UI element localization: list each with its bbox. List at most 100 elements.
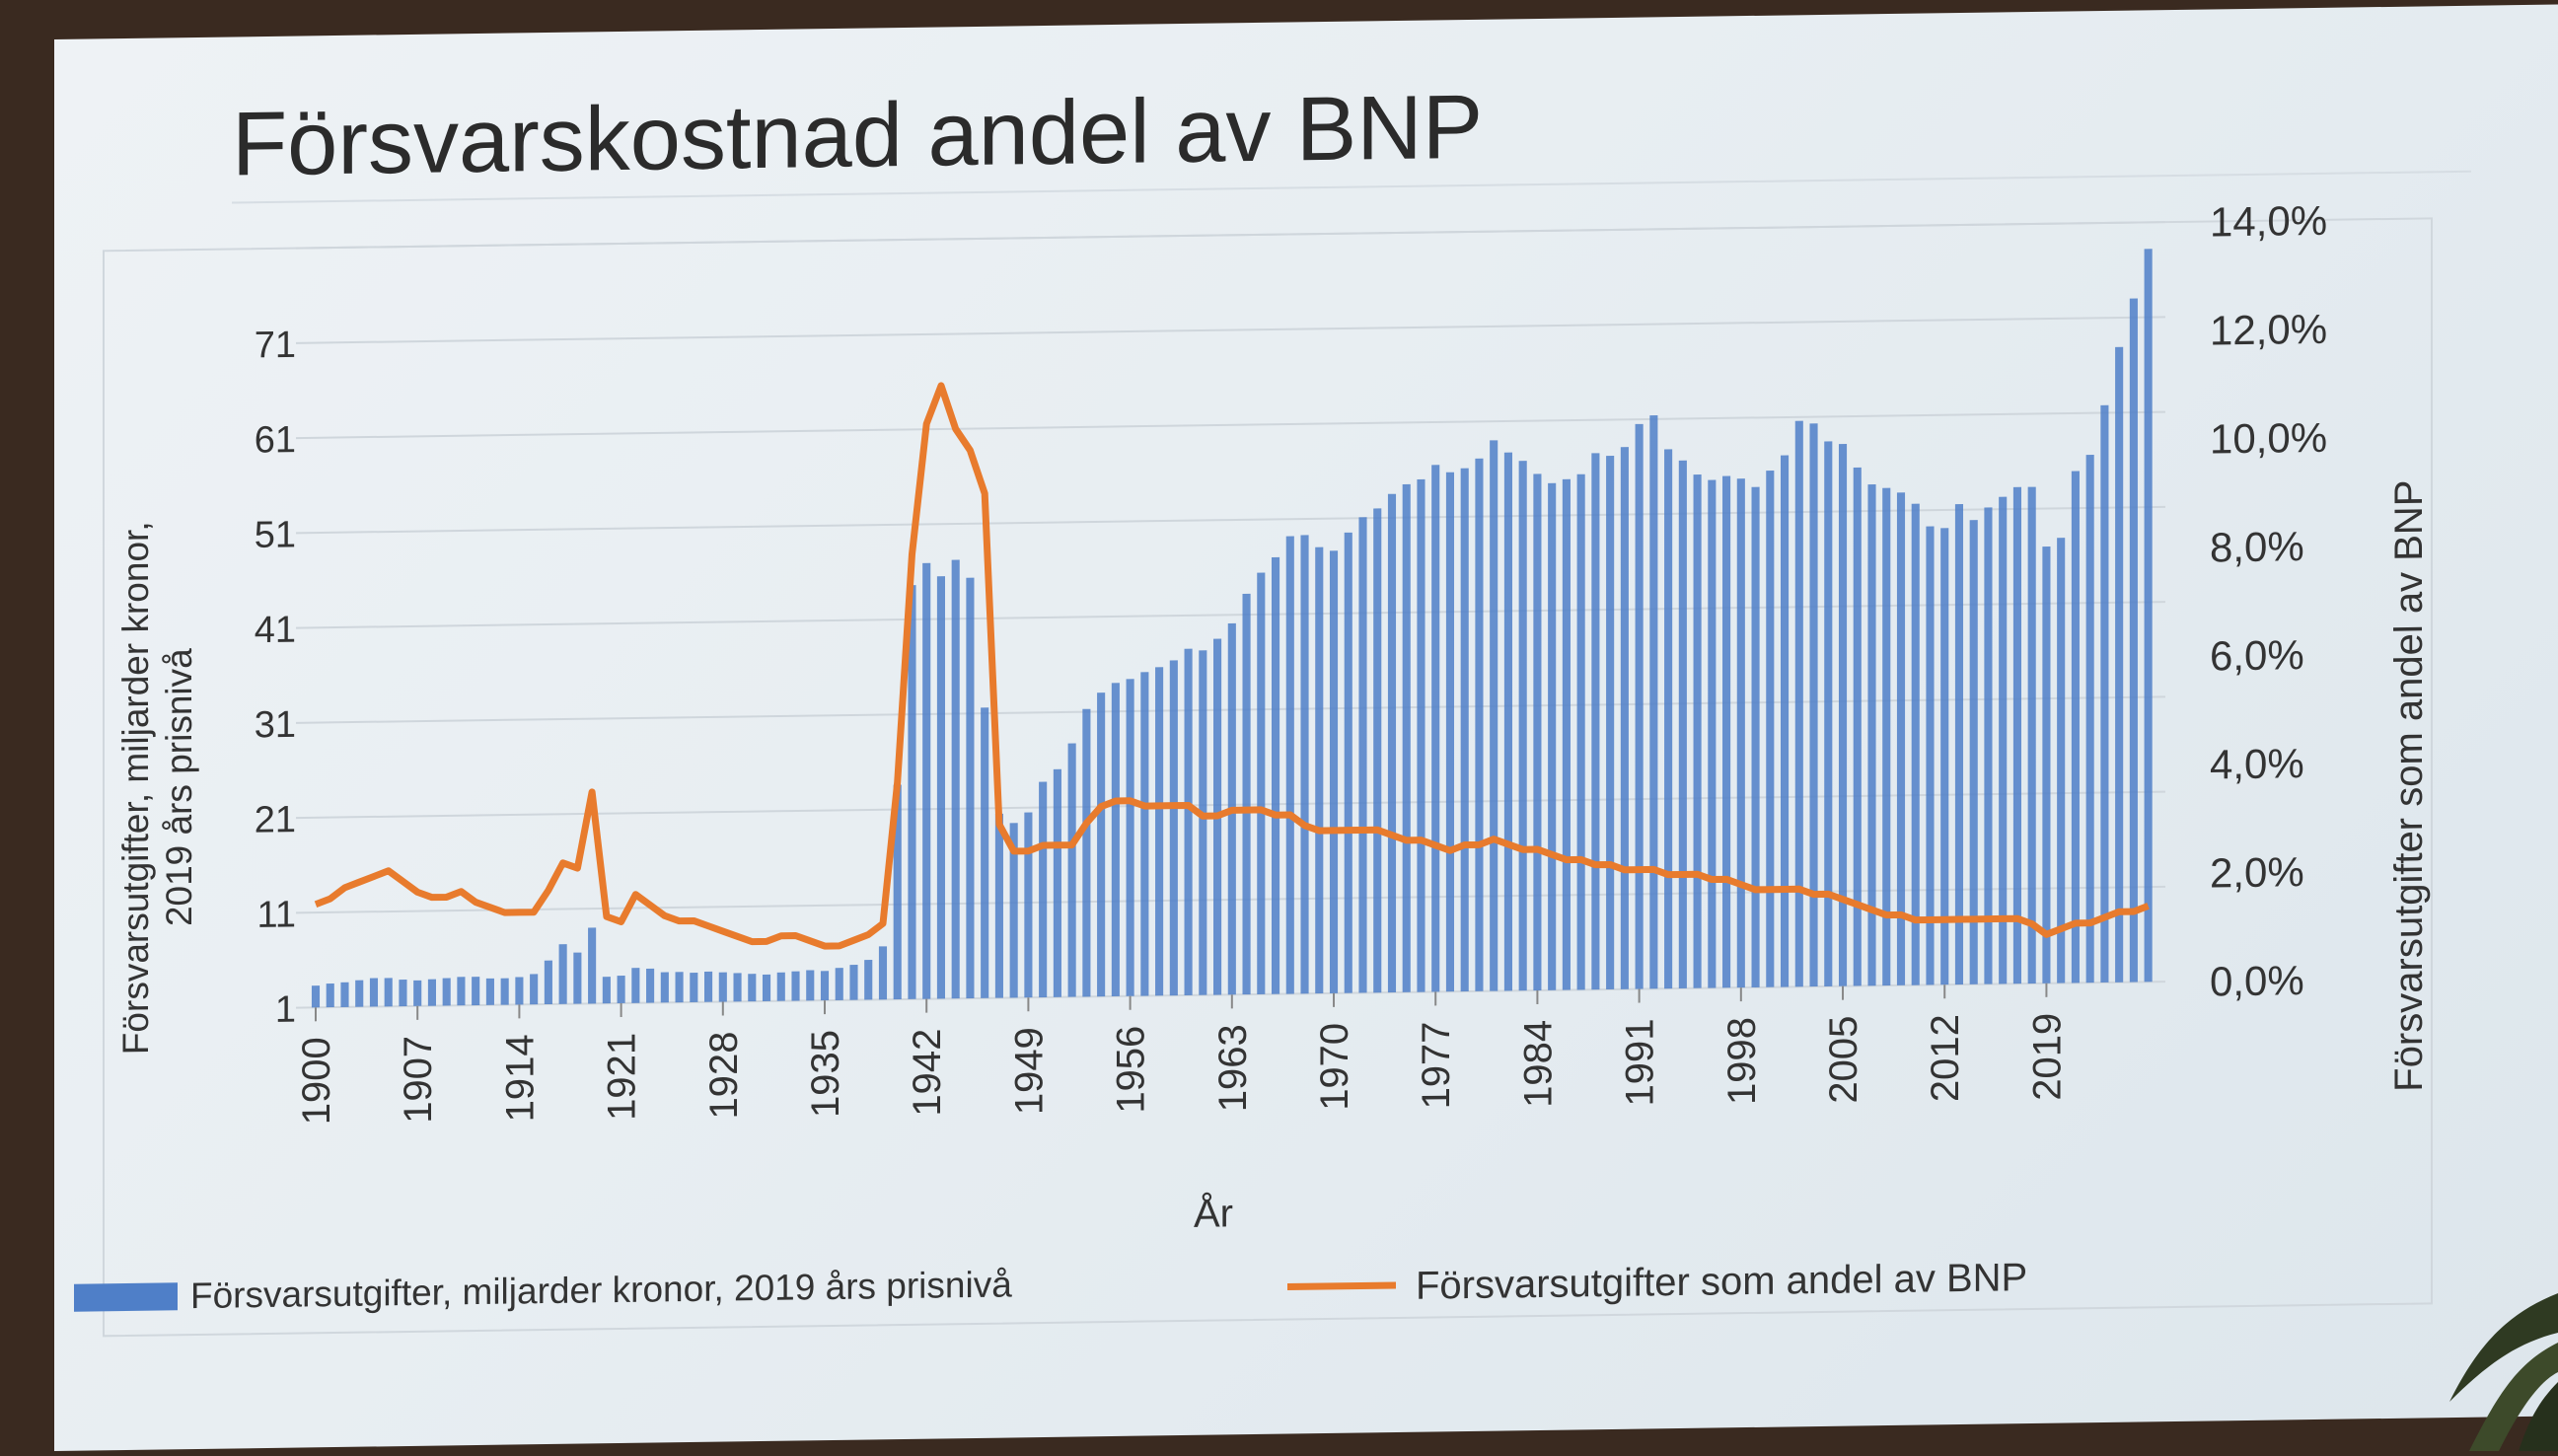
bar [1766,471,1775,987]
bar [1417,478,1425,992]
bar [1678,460,1687,989]
bar [1300,535,1309,994]
x-tick-label: 1900 [295,1037,338,1126]
right-axis-ticks: 0,0% 2,0% 4,0% 6,0% 8,0% 10,0% 12,0% 14,0% [2210,197,2327,1005]
bar [369,978,379,1007]
bar [1373,508,1382,993]
left-tick-label: 11 [257,894,296,936]
right-tick-label: 14,0% [2210,197,2327,246]
bar [1155,667,1164,996]
left-tick-label: 31 [255,704,296,747]
slide-title: Försvarskostnad andel av BNP [232,77,1483,195]
bar [1126,679,1134,996]
bar [1111,683,1120,997]
bar [631,968,640,1003]
x-tick-label: 1977 [1415,1021,1458,1110]
bar [573,952,582,1004]
bar [951,559,960,999]
bar [1257,572,1266,994]
bar [762,974,771,1001]
bar [1402,483,1411,992]
bar [1664,449,1673,989]
left-tick-label: 51 [255,514,296,556]
bar [1460,468,1469,992]
bar [1431,465,1440,992]
right-tick-label: 8,0% [2210,523,2304,570]
bar [1591,453,1600,990]
bar [515,977,524,1005]
bar [355,980,364,1007]
x-tick-label: 1942 [906,1028,949,1117]
bar [1344,532,1352,993]
bar [602,977,611,1004]
bar [994,813,1003,998]
bar [893,784,902,1000]
bar [617,976,625,1004]
bar [1315,546,1324,994]
bar [544,960,552,1005]
bar [690,973,698,1003]
bar [1999,496,2008,984]
x-tick-label: 1998 [1720,1017,1764,1106]
x-tick-label: 1907 [397,1036,440,1125]
x-tick-label: 2012 [1924,1014,1967,1103]
right-axis-title: Försvarsutgifter som andel av BNP [2387,479,2431,1092]
bar [1199,650,1207,995]
x-tick-label: 2005 [1822,1015,1865,1104]
bar [1329,550,1339,993]
bar [936,576,946,999]
bar [922,562,931,999]
bar [1824,441,1833,986]
right-tick-label: 6,0% [2210,631,2304,679]
bar [1853,467,1862,986]
bar [1082,708,1091,997]
title-divider [232,170,2471,204]
left-tick-label: 71 [255,325,296,367]
bar [748,974,757,1002]
bar [878,946,888,1000]
bar [1896,492,1906,985]
bar [1285,536,1294,994]
bar [1693,473,1702,988]
gridline [296,221,2165,250]
bar [1708,479,1717,988]
bar [1867,484,1876,986]
bar [1097,692,1106,997]
bar [1169,660,1178,996]
right-tick-label: 10,0% [2210,414,2327,463]
bar [1358,517,1367,993]
bar [1736,478,1745,988]
bar [1751,486,1760,987]
legend-line-label: Försvarsutgifter som andel av BNP [1416,1256,2027,1308]
bar [835,968,843,1000]
bar [340,982,349,1007]
bar [776,972,785,1001]
legend-bar-swatch [74,1282,178,1312]
bar [1503,452,1512,991]
bar [2100,404,2109,983]
bar [413,980,422,1006]
bar [1911,503,1920,985]
bar [1940,528,1949,985]
bar [1242,593,1251,995]
bar [806,970,815,1001]
bar [384,978,393,1007]
left-axis-title-line-1: Försvarsutgifter, miljarder kronor, [115,521,156,1055]
bar [849,965,858,1000]
bar [1562,478,1571,990]
bar [1009,823,1018,998]
bar [1067,743,1076,997]
x-tick-label: 1970 [1313,1023,1356,1112]
bar [1838,444,1848,986]
bar [1780,455,1790,987]
bar [2042,546,2051,983]
bar [399,980,407,1007]
plant-leaves-decoration [2449,1293,2558,1451]
bar [530,974,539,1005]
bar [311,985,321,1008]
x-axis-title: År [1194,1191,1233,1236]
bar [1926,526,1935,985]
bar [1387,493,1397,993]
